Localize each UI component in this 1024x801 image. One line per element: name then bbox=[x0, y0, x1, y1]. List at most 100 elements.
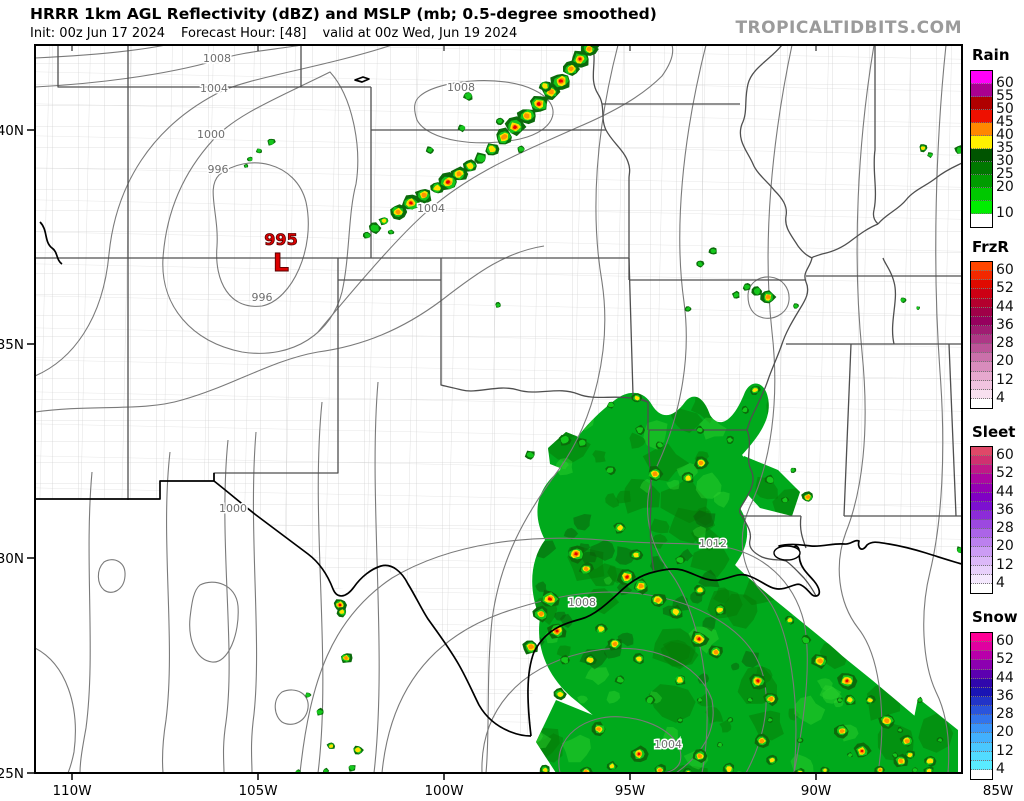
legend-colorbar-snow bbox=[970, 632, 993, 780]
legend-value-label: 36 bbox=[996, 501, 1014, 518]
pressure-label: 1004 bbox=[200, 82, 228, 95]
legend-color-swatch bbox=[971, 724, 992, 734]
low-pressure-symbol: L bbox=[273, 248, 289, 277]
pressure-label: 1008 bbox=[568, 596, 596, 609]
legend-value-label: 36 bbox=[996, 687, 1014, 704]
legend-color-swatch bbox=[971, 162, 992, 175]
init-time: Init: 00z Jun 17 2024 bbox=[30, 26, 165, 41]
legend-color-swatch bbox=[971, 214, 992, 227]
legend-value-label: 60 bbox=[996, 447, 1014, 464]
state-borders bbox=[35, 45, 962, 597]
legend-color-swatch bbox=[971, 474, 992, 484]
legend-color-swatch bbox=[971, 678, 992, 688]
legend-value-label: 28 bbox=[996, 706, 1014, 723]
legend-color-swatch bbox=[971, 84, 992, 97]
legend-value-label: 4 bbox=[996, 389, 1005, 406]
legend-value-label: 40 bbox=[996, 127, 1014, 143]
legend-color-swatch bbox=[971, 529, 992, 539]
pressure-label: 996 bbox=[208, 163, 229, 176]
legend-color-swatch bbox=[971, 510, 992, 520]
legend-color-swatch bbox=[971, 389, 992, 399]
pressure-label: 1008 bbox=[447, 81, 475, 94]
legend-color-swatch bbox=[971, 501, 992, 511]
legend-color-swatch bbox=[971, 751, 992, 761]
legend-color-swatch bbox=[971, 520, 992, 530]
legend-header-sleet: Sleet bbox=[972, 423, 1016, 441]
legend-color-swatch bbox=[971, 769, 992, 779]
legend-color-swatch bbox=[971, 696, 992, 706]
legend-color-swatch bbox=[971, 123, 992, 136]
legend-color-swatch bbox=[971, 706, 992, 716]
legend-color-swatch bbox=[971, 742, 992, 752]
legend-color-swatch bbox=[971, 760, 992, 770]
legend-value-label: 4 bbox=[996, 760, 1005, 777]
legend-color-swatch bbox=[971, 344, 992, 354]
legend-value-label: 20 bbox=[996, 179, 1014, 195]
low-pressure-value: 995 bbox=[264, 230, 297, 249]
legend-color-swatch bbox=[971, 271, 992, 281]
legend-value-label: 4 bbox=[996, 574, 1005, 591]
legend-colorbar-frzr bbox=[970, 261, 993, 409]
map-layers: 1008 1004 1000 996 996 1008 1004 1000 1012 1008 10… bbox=[35, 45, 962, 773]
coastline-and-rivers bbox=[35, 76, 962, 737]
model-run-info: Init: 00z Jun 17 2024 Forecast Hour: [48]… bbox=[30, 26, 533, 41]
legend-value-label: 20 bbox=[996, 353, 1014, 370]
lon-label: 90W bbox=[801, 783, 832, 799]
legend-value-label: 52 bbox=[996, 465, 1014, 482]
legend-color-swatch bbox=[971, 335, 992, 345]
legend-value-label: 50 bbox=[996, 101, 1014, 117]
legend-value-label: 30 bbox=[996, 153, 1014, 169]
legend-value-label: 44 bbox=[996, 669, 1014, 686]
legend-color-swatch bbox=[971, 362, 992, 372]
legend-value-label: 55 bbox=[996, 88, 1014, 104]
legend-color-swatch bbox=[971, 733, 992, 743]
legend-value-label: 44 bbox=[996, 483, 1014, 500]
legend-color-swatch bbox=[971, 574, 992, 584]
radar-cells bbox=[243, 45, 962, 773]
legend-value-label: 52 bbox=[996, 651, 1014, 668]
legend-color-swatch bbox=[971, 97, 992, 110]
legend-header-snow: Snow bbox=[972, 608, 1018, 626]
lake-pontchartrain bbox=[773, 545, 801, 561]
legend-value-label: 60 bbox=[996, 75, 1014, 91]
legend-color-swatch bbox=[971, 565, 992, 575]
legend-color-swatch bbox=[971, 380, 992, 390]
legend-color-swatch bbox=[971, 298, 992, 308]
lat-label: 40N bbox=[0, 123, 24, 139]
legend-color-swatch bbox=[971, 660, 992, 670]
map-border bbox=[34, 44, 963, 774]
legend-color-swatch bbox=[971, 465, 992, 475]
valid-time: valid at 00z Wed, Jun 19 2024 bbox=[322, 26, 518, 41]
reflectivity-legend: Rain 60 55 50 45 40 35 30 25 20 10 FrzR 60 52 44 36 28 20… bbox=[966, 0, 1024, 801]
legend-value-label: 45 bbox=[996, 114, 1014, 130]
legend-value-label: 60 bbox=[996, 633, 1014, 650]
legend-color-swatch bbox=[971, 538, 992, 548]
legend-color-swatch bbox=[971, 483, 992, 493]
pressure-label: 1004 bbox=[417, 202, 445, 215]
lon-label: 110W bbox=[52, 783, 91, 799]
legend-color-swatch bbox=[971, 149, 992, 162]
lat-label: 30N bbox=[0, 551, 24, 567]
tropicaltidbits-watermark: TROPICALTIDBITS.COM bbox=[735, 18, 962, 38]
legend-value-label: 60 bbox=[996, 262, 1014, 279]
legend-color-swatch bbox=[971, 316, 992, 326]
legend-color-swatch bbox=[971, 456, 992, 466]
legend-color-swatch bbox=[971, 583, 992, 593]
pressure-label: 1012 bbox=[699, 537, 727, 550]
legend-value-label: 36 bbox=[996, 316, 1014, 333]
legend-value-label: 12 bbox=[996, 556, 1014, 573]
pressure-label: 1008 bbox=[203, 52, 231, 65]
pressure-label: 1004 bbox=[654, 738, 682, 751]
legend-header-rain: Rain bbox=[972, 46, 1010, 64]
legend-color-swatch bbox=[971, 325, 992, 335]
legend-color-swatch bbox=[971, 307, 992, 317]
legend-header-frzr: FrzR bbox=[972, 238, 1009, 256]
legend-color-swatch bbox=[971, 715, 992, 725]
pressure-label: 1000 bbox=[219, 502, 247, 515]
page-title: HRRR 1km AGL Reflectivity (dBZ) and MSLP… bbox=[30, 5, 657, 23]
pressure-labels: 1008 1004 1000 996 996 1008 1004 1000 1012 1008 10… bbox=[196, 51, 729, 753]
